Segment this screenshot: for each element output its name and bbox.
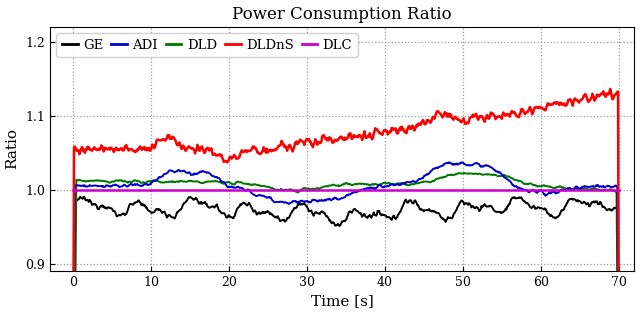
DLD [455,171,463,175]
DLC [203,188,211,192]
Y-axis label: Ratio: Ratio [6,128,20,170]
DLD [562,187,570,190]
ADI [495,171,502,175]
DLDnS [242,148,250,152]
GE [80,195,88,198]
DLD [242,182,250,186]
DLC [615,188,623,192]
Line: ADI: ADI [73,162,619,314]
DLC [223,188,231,192]
GE [243,203,250,207]
DLC [69,188,77,192]
ADI [223,185,231,188]
Line: GE: GE [73,197,619,314]
DLC [428,188,435,192]
Line: DLDnS: DLDnS [73,89,619,314]
DLDnS [561,104,569,107]
GE [562,204,570,208]
ADI [458,160,466,164]
DLD [223,180,231,184]
ADI [562,189,570,192]
DLD [203,180,211,184]
GE [428,209,436,213]
ADI [242,189,250,193]
GE [495,210,502,214]
DLC [494,188,502,192]
GE [204,204,211,208]
DLDnS [223,160,231,164]
DLC [561,188,569,192]
DLD [495,174,502,178]
Title: Power Consumption Ratio: Power Consumption Ratio [232,6,452,23]
DLDnS [428,119,435,122]
DLDnS [203,146,211,150]
DLC [242,188,250,192]
ADI [428,169,435,172]
ADI [203,171,211,175]
DLDnS [494,115,502,118]
GE [224,215,232,219]
DLD [428,180,435,184]
Legend: GE, ADI, DLD, DLDnS, DLC: GE, ADI, DLD, DLDnS, DLC [56,34,358,57]
X-axis label: Time [s]: Time [s] [311,295,374,308]
DLDnS [607,87,614,91]
Line: DLD: DLD [73,173,619,314]
